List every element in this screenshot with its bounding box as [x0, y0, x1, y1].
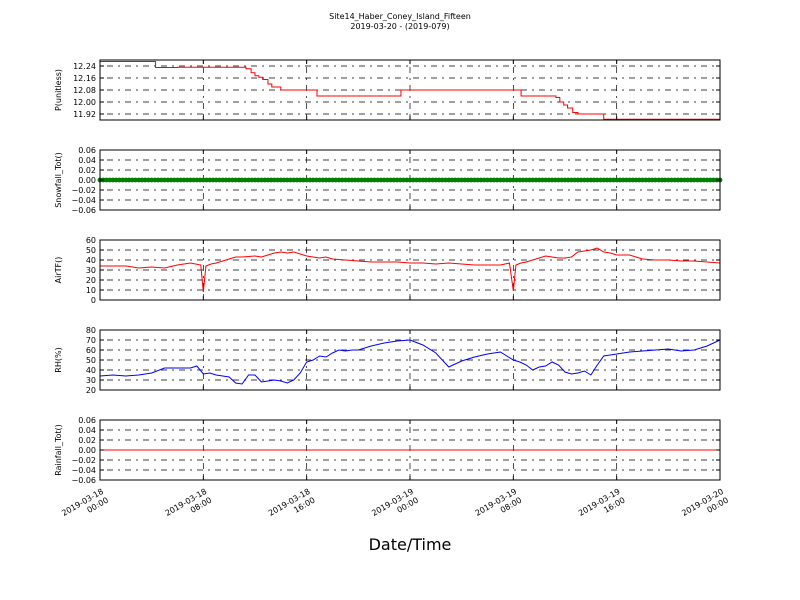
y-axis-label: P(unitless)	[54, 69, 63, 111]
y-tick-label: 60	[86, 346, 96, 355]
panel-0: 12.24 12.16 12.08 12.00 11.92 P(unitless)	[54, 59, 721, 121]
y-tick-label: −0.06	[71, 476, 96, 485]
x-axis-label: Date/Time	[369, 535, 452, 554]
y-tick-label: 0.06	[78, 416, 96, 425]
y-tick-label: 0.06	[78, 146, 96, 155]
y-tick-label: 0.04	[78, 426, 96, 435]
y-tick-label: 12.16	[73, 74, 96, 83]
y-tick-label: 0.00	[78, 446, 96, 455]
y-tick-label: 0.00	[78, 176, 96, 185]
y-tick-label: 10	[86, 286, 96, 295]
y-tick-label: 0	[91, 296, 96, 305]
y-tick-label: 40	[86, 256, 96, 265]
panels: 12.24 12.16 12.08 12.00 11.92 P(unitless) 0.06…	[54, 59, 730, 518]
series-line	[100, 61, 721, 120]
y-tick-label: 60	[86, 236, 96, 245]
y-axis-label: Snowfall_Tot()	[54, 152, 63, 208]
y-tick-label: 80	[86, 326, 96, 335]
y-tick-label: 11.92	[73, 110, 96, 119]
y-tick-label: 20	[86, 386, 96, 395]
y-tick-label: 12.08	[73, 86, 96, 95]
panel-1: 0.060.040.020.00−0.02−0.04−0.06 Snowfall_…	[54, 146, 723, 215]
y-tick-label: 12.24	[73, 62, 96, 71]
chart-subtitle: 2019-03-20 - (2019-079)	[350, 22, 449, 31]
y-tick-label: −0.04	[71, 466, 96, 475]
y-axis-label: AirTF()	[54, 257, 63, 284]
y-tick-label: 40	[86, 366, 96, 375]
y-tick-label: 50	[86, 356, 96, 365]
y-tick-label: 0.02	[78, 436, 96, 445]
y-tick-label: 20	[86, 276, 96, 285]
y-tick-label: −0.04	[71, 196, 96, 205]
y-tick-label: 30	[86, 266, 96, 275]
y-tick-label: 30	[86, 376, 96, 385]
y-tick-label: 0.02	[78, 166, 96, 175]
y-tick-label: −0.02	[71, 456, 96, 465]
chart-title: Site14_Haber_Coney_Island_Fifteen	[329, 12, 471, 21]
y-tick-label: −0.06	[71, 206, 96, 215]
y-axis-label: RH(%)	[54, 347, 63, 372]
series-line	[99, 339, 721, 385]
y-tick-label: −0.02	[71, 186, 96, 195]
y-tick-label: 12.00	[73, 98, 96, 107]
panel-4: 0.060.040.020.00−0.02−0.04−0.06 Rainfall_…	[54, 416, 721, 485]
y-tick-label: 70	[86, 336, 96, 345]
y-tick-label: 50	[86, 246, 96, 255]
series-line	[100, 247, 721, 293]
y-tick-label: 0.04	[78, 156, 96, 165]
y-axis-label: Rainfall_Tot()	[54, 424, 63, 476]
